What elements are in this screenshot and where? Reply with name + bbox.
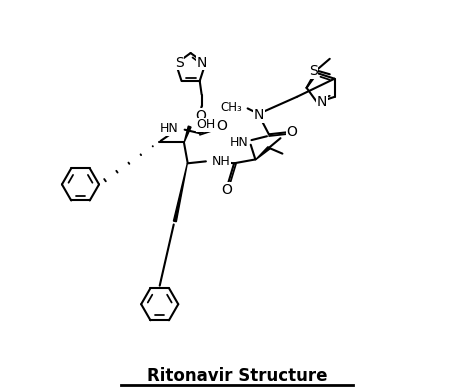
Text: O: O [287,125,298,140]
Text: OH: OH [197,118,216,131]
Text: HN: HN [230,136,248,149]
Text: O: O [216,119,227,133]
Text: O: O [195,109,206,123]
Polygon shape [184,126,191,142]
Text: N: N [254,108,264,122]
Text: HN: HN [160,122,179,135]
Text: O: O [221,183,232,196]
Polygon shape [173,163,187,222]
Text: S: S [174,56,183,69]
Text: CH₃: CH₃ [221,101,243,114]
Text: N: N [317,96,327,109]
Text: S: S [309,64,318,78]
Text: NH: NH [212,155,231,168]
Polygon shape [255,147,270,160]
Text: N: N [197,56,208,69]
Text: Ritonavir Structure: Ritonavir Structure [147,367,327,385]
